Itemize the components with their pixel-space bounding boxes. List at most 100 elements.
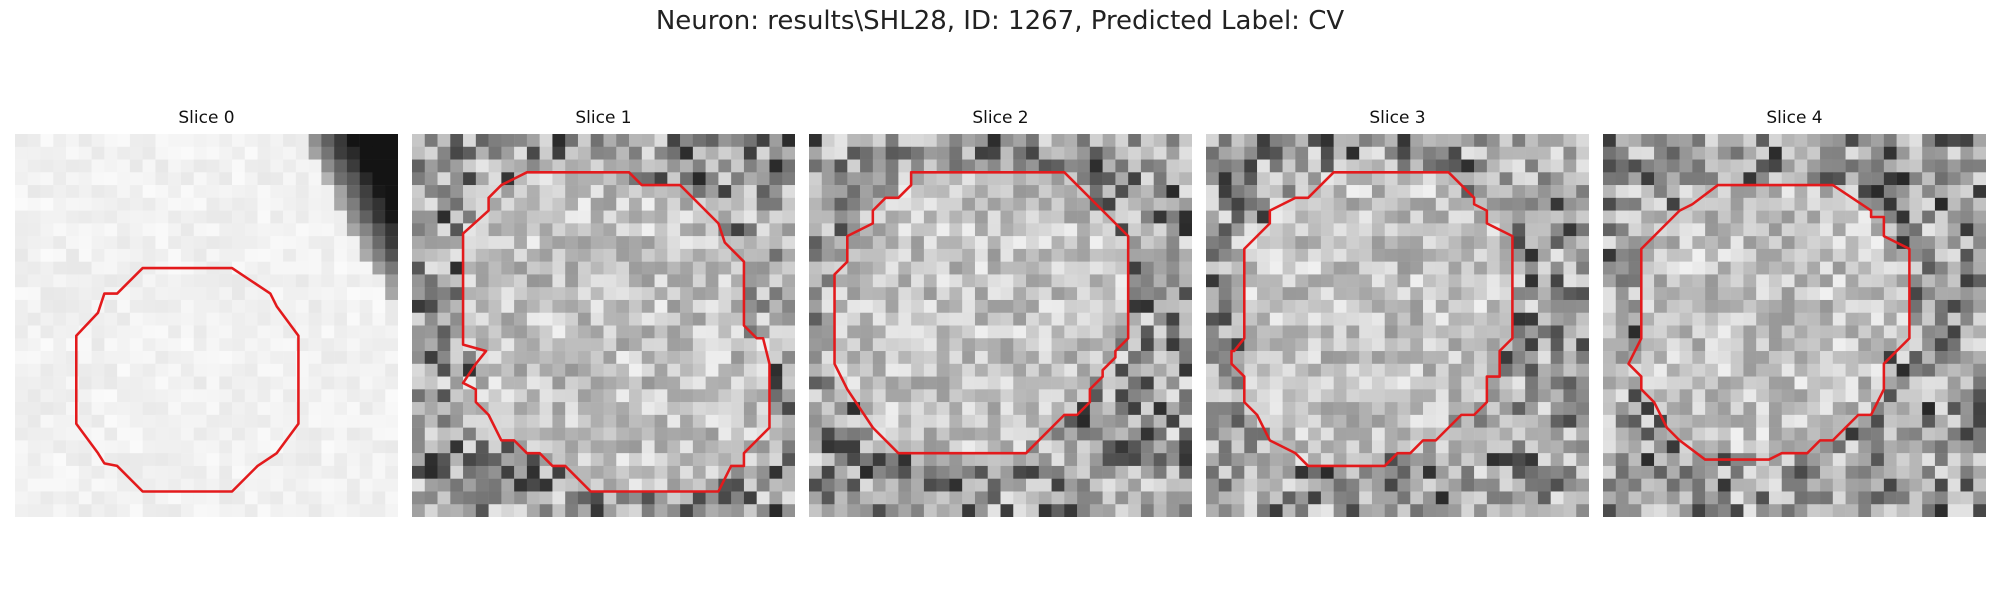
image-pixel [142, 478, 156, 492]
image-pixel [168, 363, 182, 377]
image-pixel [769, 287, 783, 301]
image-pixel [1089, 414, 1103, 428]
image-pixel [53, 402, 67, 416]
image-pixel [1768, 325, 1782, 339]
image-pixel [809, 172, 823, 186]
slice-title-1: Slice 1 [575, 108, 632, 128]
image-pixel [1257, 185, 1271, 199]
image-pixel [15, 299, 29, 313]
image-pixel [1832, 491, 1846, 505]
image-pixel [193, 465, 207, 479]
image-pixel [911, 299, 925, 313]
image-pixel [987, 185, 1001, 199]
image-pixel [488, 172, 502, 186]
image-pixel [1563, 185, 1577, 199]
image-pixel [1231, 248, 1245, 262]
image-pixel [1282, 440, 1296, 454]
image-pixel [1346, 146, 1360, 160]
image-pixel [782, 312, 795, 326]
image-pixel [1730, 351, 1744, 365]
image-pixel [1820, 134, 1834, 148]
image-pixel [872, 261, 886, 275]
image-pixel [1909, 287, 1923, 301]
image-pixel [1768, 287, 1782, 301]
image-pixel [193, 453, 207, 467]
image-pixel [206, 414, 220, 428]
image-pixel [1051, 223, 1065, 237]
image-pixel [1883, 223, 1897, 237]
image-pixel [526, 363, 540, 377]
image-pixel [359, 338, 373, 352]
image-pixel [629, 465, 643, 479]
image-pixel [743, 172, 757, 186]
image-pixel [1973, 274, 1986, 288]
image-pixel [180, 287, 194, 301]
image-pixel [1000, 299, 1014, 313]
image-pixel [1371, 351, 1385, 365]
image-pixel [501, 363, 515, 377]
image-pixel [1435, 210, 1449, 224]
image-pixel [692, 146, 706, 160]
image-pixel [1768, 172, 1782, 186]
image-pixel [821, 414, 835, 428]
image-pixel [372, 134, 386, 148]
image-pixel [437, 287, 451, 301]
image-pixel [1038, 287, 1052, 301]
slice-image-3 [1206, 134, 1589, 517]
image-pixel [1038, 261, 1052, 275]
image-pixel [1461, 363, 1475, 377]
image-pixel [974, 172, 988, 186]
image-pixel [193, 312, 207, 326]
image-pixel [1179, 248, 1192, 262]
image-pixel [1153, 172, 1167, 186]
image-pixel [1934, 338, 1948, 352]
image-pixel [1525, 427, 1539, 441]
image-pixel [1333, 338, 1347, 352]
image-pixel [911, 172, 925, 186]
image-pixel [1525, 299, 1539, 313]
image-pixel [1474, 376, 1488, 390]
image-pixel [1563, 197, 1577, 211]
image-pixel [180, 159, 194, 173]
image-pixel [155, 146, 169, 160]
image-pixel [1077, 376, 1091, 390]
image-pixel [1858, 376, 1872, 390]
image-pixel [475, 504, 489, 517]
image-pixel [565, 197, 579, 211]
image-pixel [1807, 223, 1821, 237]
image-pixel [654, 338, 668, 352]
image-pixel [1371, 134, 1385, 148]
image-pixel [1435, 351, 1449, 365]
image-pixel [526, 338, 540, 352]
image-pixel [1768, 274, 1782, 288]
image-pixel [949, 236, 963, 250]
image-pixel [1858, 491, 1872, 505]
image-pixel [756, 312, 770, 326]
image-pixel [1576, 287, 1589, 301]
image-pixel [321, 453, 335, 467]
image-pixel [1679, 210, 1693, 224]
image-pixel [1064, 453, 1078, 467]
image-pixel [1960, 453, 1974, 467]
image-pixel [168, 427, 182, 441]
image-pixel [1947, 210, 1961, 224]
image-pixel [1896, 210, 1910, 224]
image-pixel [1858, 389, 1872, 403]
image-pixel [1654, 427, 1668, 441]
image-pixel [821, 274, 835, 288]
image-pixel [705, 351, 719, 365]
image-pixel [475, 146, 489, 160]
image-pixel [1717, 248, 1731, 262]
image-pixel [232, 491, 246, 505]
image-pixel [1499, 363, 1513, 377]
image-pixel [193, 172, 207, 186]
image-pixel [1973, 236, 1986, 250]
image-pixel [1832, 261, 1846, 275]
image-pixel [1525, 223, 1539, 237]
image-pixel [1333, 440, 1347, 454]
image-pixel [898, 261, 912, 275]
image-pixel [834, 287, 848, 301]
image-pixel [270, 504, 284, 517]
image-pixel [834, 389, 848, 403]
image-pixel [526, 402, 540, 416]
